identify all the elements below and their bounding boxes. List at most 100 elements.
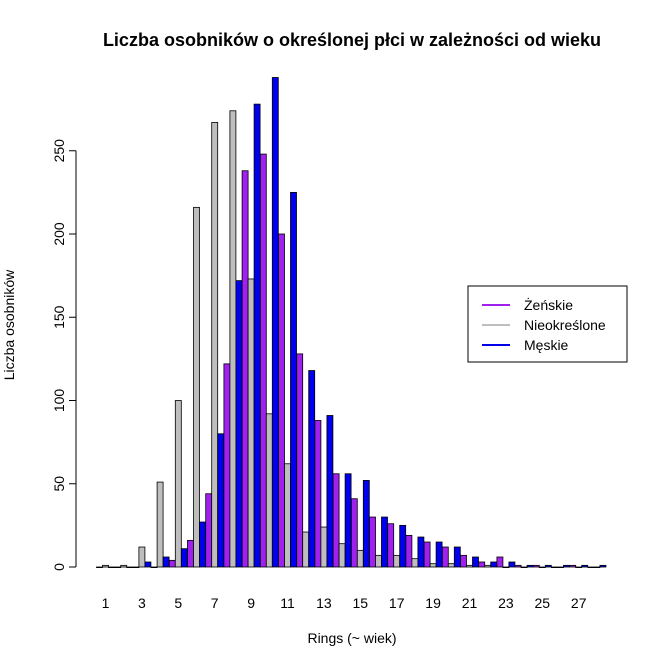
bar-nieokreślone-1	[102, 564, 109, 568]
x-tick-label-17: 17	[389, 595, 405, 611]
bar-męskie-6	[199, 521, 206, 568]
bar-żeńskie-14	[332, 473, 340, 568]
x-axis-label: Rings (~ wiek)	[307, 630, 396, 646]
bar-męskie-2	[126, 566, 134, 569]
x-tick-labels: 1 3 5 7 9 11 13 15 17 19 21 23 25 27	[102, 595, 587, 611]
bar-nieokreślone-13	[320, 526, 328, 568]
bars-layer	[96, 77, 607, 569]
bar-nieokreślone-18	[411, 558, 419, 568]
bar-męskie-21	[472, 556, 479, 568]
bar-męskie-10	[271, 77, 279, 568]
bar-nieokreślone-8	[229, 110, 237, 568]
x-tick-label-13: 13	[316, 595, 332, 611]
bar-nieokreślone-23	[502, 566, 510, 569]
x-tick-label-19: 19	[425, 595, 441, 611]
bar-nieokreślone-26	[557, 566, 564, 569]
chart-title: Liczba osobników o określonej płci w zal…	[103, 30, 601, 50]
bar-nieokreślone-24	[520, 566, 528, 569]
bar-żeńskie-18	[405, 534, 413, 568]
bar-nieokreślone-21	[466, 564, 473, 568]
bar-żeńskie-7	[205, 493, 213, 568]
bar-męskie-7	[217, 433, 225, 568]
bar-męskie-19	[435, 541, 443, 568]
x-tick-label-7: 7	[211, 595, 219, 611]
bar-męskie-14	[344, 473, 352, 568]
bar-żeńskie-12	[296, 353, 304, 568]
bar-nieokreślone-4	[156, 481, 164, 568]
y-tick-label-150: 150	[51, 305, 67, 329]
x-tick-label-3: 3	[138, 595, 146, 611]
x-tick-label-21: 21	[462, 595, 478, 611]
y-axis: 0 50 100 150 200 250	[51, 139, 77, 571]
bar-nieokreślone-25	[538, 566, 546, 569]
bar-żeńskie-6	[187, 539, 194, 568]
bar-męskie-17	[399, 524, 407, 568]
bar-żeńskie-21	[460, 554, 467, 568]
bar-męskie-20	[453, 546, 461, 568]
legend-label-żeńskie: Żeńskie	[524, 296, 573, 313]
bar-żeńskie-27	[569, 564, 577, 568]
bar-żeńskie-10	[259, 153, 267, 568]
bar-męskie-8	[235, 280, 243, 568]
bar-nieokreślone-5	[174, 400, 182, 568]
legend-label-nieokreślone: Nieokreślone	[524, 317, 606, 333]
bar-żeńskie-8	[223, 363, 231, 568]
bar-nieokreślone-15	[356, 549, 364, 568]
bar-męskie-12	[308, 370, 316, 568]
bar-nieokreślone-7	[211, 122, 219, 568]
x-tick-label-25: 25	[535, 595, 551, 611]
bar-nieokreślone-19	[429, 563, 437, 568]
bar-męskie-23	[508, 561, 516, 568]
legend: Żeńskie Nieokreślone Męskie	[467, 285, 628, 363]
bar-męskie-1	[108, 566, 115, 569]
bar-męskie-24	[526, 564, 534, 568]
bar-nieokreślone-27	[575, 566, 583, 569]
y-tick-label-100: 100	[51, 389, 67, 413]
bar-męskie-18	[417, 536, 425, 568]
x-tick-label-5: 5	[174, 595, 182, 611]
x-tick-label-15: 15	[353, 595, 369, 611]
bar-nieokreślone-14	[338, 543, 346, 568]
bar-żeńskie-1	[96, 566, 103, 569]
bar-męskie-25	[544, 564, 552, 568]
bar-żeńskie-16	[369, 516, 376, 568]
bar-nieokreślone-3	[138, 546, 146, 568]
bar-męskie-27	[581, 564, 589, 568]
y-tick-label-50: 50	[51, 476, 67, 492]
bar-męskie-15	[362, 480, 370, 568]
bar-żeńskie-2	[114, 566, 122, 569]
bar-męskie-11	[290, 191, 297, 568]
legend-label-męskie: Męskie	[524, 337, 569, 353]
bar-nieokreślone-22	[484, 564, 492, 568]
bar-męskie-26	[563, 564, 570, 568]
x-tick-label-27: 27	[571, 595, 587, 611]
y-tick-label-0: 0	[51, 563, 67, 571]
bar-żeńskie-25	[532, 564, 540, 568]
bar-nieokreślone-16	[375, 554, 382, 568]
bar-żeńskie-5	[168, 559, 176, 568]
bar-męskie-13	[326, 415, 334, 568]
x-tick-label-9: 9	[247, 595, 255, 611]
bar-żeńskie-15	[350, 498, 358, 568]
bar-żeńskie-23	[496, 556, 504, 568]
bar-żeńskie-24	[514, 564, 522, 568]
bar-żeńskie-13	[314, 420, 322, 568]
bar-męskie-3	[144, 561, 152, 568]
bar-męskie-5	[180, 548, 188, 568]
bar-żeńskie-26	[551, 566, 558, 569]
bar-nieokreślone-9	[247, 278, 255, 568]
bar-żeńskie-20	[441, 546, 449, 568]
bar-żeńskie-11	[278, 233, 285, 568]
bar-nieokreślone-10	[265, 413, 273, 568]
y-axis-label: Liczba osobników	[1, 269, 17, 380]
bar-męskie-22	[490, 561, 498, 568]
bar-żeńskie-22	[478, 561, 486, 568]
x-tick-label-23: 23	[498, 595, 514, 611]
bar-żeńskie-17	[387, 523, 395, 568]
bar-żeńskie-19	[423, 541, 431, 568]
bar-nieokreślone-17	[393, 554, 401, 568]
bar-żeńskie-4	[150, 566, 158, 569]
bar-nieokreślone-6	[193, 206, 200, 568]
bar-męskie-4	[162, 556, 170, 568]
